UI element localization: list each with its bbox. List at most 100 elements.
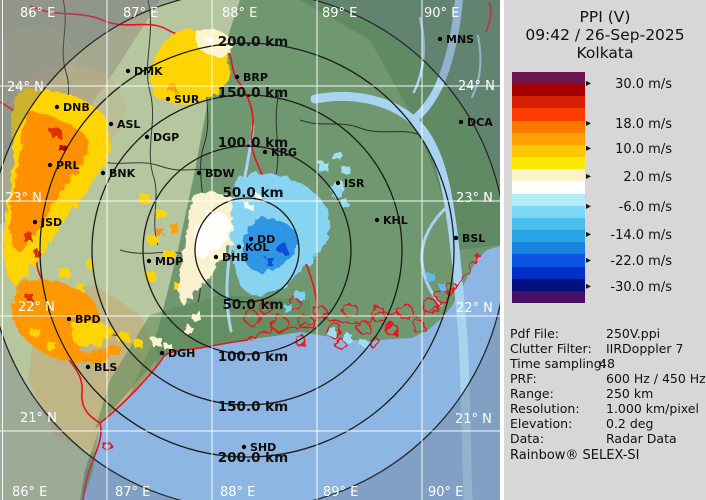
lat-label: 24° N bbox=[458, 79, 495, 94]
station-dgp: DGP bbox=[144, 131, 179, 144]
station-bdw: BDW bbox=[196, 167, 235, 180]
svg-text:BNK: BNK bbox=[109, 167, 136, 180]
svg-text:ASL: ASL bbox=[117, 118, 140, 131]
station-bnk: BNK bbox=[100, 167, 136, 180]
meta-row-range: Range: 250 km bbox=[510, 386, 654, 401]
tick-arrow-icon: ▸ bbox=[586, 281, 592, 292]
radar-echoes bbox=[3, 28, 447, 363]
svg-text:MDP: MDP bbox=[155, 255, 183, 268]
terrain-coastal-green bbox=[95, 295, 310, 430]
svg-text:BLS: BLS bbox=[94, 361, 117, 374]
svg-text:KHL: KHL bbox=[383, 214, 408, 227]
lon-label: 86° E bbox=[12, 485, 47, 500]
lon-label: 87° E bbox=[115, 485, 150, 500]
ring-label-200-top: 200.0 km bbox=[218, 34, 288, 50]
product-datetime: 09:42 / 26-Sep-2025 bbox=[525, 26, 685, 44]
lat-label: 21° N bbox=[455, 412, 492, 427]
svg-text:SHD: SHD bbox=[250, 441, 276, 454]
boundary-ne-corner bbox=[485, 1, 492, 33]
svg-text:MNS: MNS bbox=[446, 33, 474, 46]
station-isr: ISR bbox=[335, 177, 365, 190]
meta-row-resolution: Resolution: 1.000 km/pixel bbox=[510, 401, 699, 416]
tick-arrow-icon: ▸ bbox=[586, 118, 592, 129]
lon-label: 89° E bbox=[322, 6, 357, 21]
lon-label: 86° E bbox=[20, 6, 55, 21]
ring-label-150-bottom: 150.0 km bbox=[218, 399, 288, 415]
legend-tick: ▸ 18.0 m/s bbox=[586, 117, 672, 132]
info-panel: PPI (V) 09:42 / 26-Sep-2025 Kolkata ▸ 30.… bbox=[500, 0, 706, 500]
lat-label: 23° N bbox=[456, 191, 493, 206]
legend-tick: ▸ -14.0 m/s bbox=[586, 228, 672, 243]
ring-label-50-top: 50.0 km bbox=[222, 185, 283, 201]
svg-text:PRL: PRL bbox=[56, 159, 80, 172]
product-title-block: PPI (V) 09:42 / 26-Sep-2025 Kolkata bbox=[504, 8, 706, 62]
svg-text:DCA: DCA bbox=[467, 116, 493, 129]
lat-label: 24° N bbox=[7, 80, 44, 95]
sea-bay-of-bengal bbox=[83, 246, 500, 500]
range-rings bbox=[0, 0, 500, 500]
lat-label: 23° N bbox=[5, 191, 42, 206]
station-mdp: MDP bbox=[146, 255, 183, 268]
tick-arrow-icon: ▸ bbox=[586, 201, 592, 212]
legend-tick: ▸ 30.0 m/s bbox=[586, 77, 672, 92]
radar-map: 86° E 87° E 88° E 89° E 90° E 86° E 87° … bbox=[0, 0, 500, 500]
svg-text:JSD: JSD bbox=[40, 216, 62, 229]
svg-text:DNB: DNB bbox=[63, 101, 90, 114]
legend-tick: ▸ 10.0 m/s bbox=[586, 142, 672, 157]
svg-text:SUR: SUR bbox=[174, 93, 200, 106]
legend-tick: ▸ -30.0 m/s bbox=[586, 280, 672, 295]
svg-text:BDW: BDW bbox=[205, 167, 235, 180]
lon-label: 90° E bbox=[424, 6, 459, 21]
ring-label-100-bottom: 100.0 km bbox=[218, 349, 288, 365]
tick-arrow-icon: ▸ bbox=[586, 143, 592, 154]
lat-label: 22° N bbox=[18, 300, 55, 315]
tick-arrow-icon: ▸ bbox=[586, 78, 592, 89]
software-brand: Rainbow® SELEX-SI bbox=[510, 448, 640, 463]
tick-arrow-icon: ▸ bbox=[586, 255, 592, 266]
lon-label: 90° E bbox=[428, 485, 463, 500]
ring-label-150-top: 150.0 km bbox=[218, 85, 288, 101]
station-jsd: JSD bbox=[32, 216, 62, 229]
station-krg: KRG bbox=[262, 146, 297, 159]
station-dgh: DGH bbox=[159, 347, 195, 360]
svg-text:DGP: DGP bbox=[153, 131, 179, 144]
station-dmk: DMK bbox=[125, 65, 163, 78]
svg-text:DMK: DMK bbox=[134, 65, 163, 78]
latlon-grid bbox=[0, 0, 500, 500]
stations: MNS DMK BRP SUR DNB ASL DCA DGP KRG PRL … bbox=[32, 33, 493, 454]
echo-sw-orange bbox=[12, 279, 122, 363]
svg-text:KOL: KOL bbox=[245, 241, 269, 254]
radar-map-canvas: 86° E 87° E 88° E 89° E 90° E 86° E 87° … bbox=[0, 0, 500, 500]
station-dca: DCA bbox=[458, 116, 493, 129]
meta-row-prf: PRF: 600 Hz / 450 Hz bbox=[510, 371, 706, 386]
svg-text:BRP: BRP bbox=[243, 71, 268, 84]
ring-label-100-top: 100.0 km bbox=[218, 135, 288, 151]
station-dnb: DNB bbox=[54, 101, 90, 114]
meta-row-pdf-file: Pdf File: 250V.ppi bbox=[510, 326, 661, 341]
range-limit-mask bbox=[0, 0, 500, 500]
svg-text:DGH: DGH bbox=[168, 347, 195, 360]
station-kol: KOL bbox=[236, 241, 269, 254]
lon-label: 87° E bbox=[123, 6, 158, 21]
river-jamuna bbox=[409, 0, 463, 124]
meta-row-data: Data: Radar Data bbox=[510, 431, 677, 446]
station-bsl: BSL bbox=[453, 232, 485, 245]
coastline-west bbox=[82, 422, 102, 500]
station-sur: SUR bbox=[165, 93, 200, 106]
lon-label: 88° E bbox=[222, 6, 257, 21]
echo-center-blue bbox=[243, 217, 299, 273]
product-type: PPI (V) bbox=[579, 8, 631, 26]
svg-text:KRG: KRG bbox=[271, 146, 297, 159]
velocity-color-scale bbox=[512, 72, 585, 303]
legend-tick: ▸ 2.0 m/s bbox=[586, 170, 672, 185]
product-metadata: Pdf File: 250V.ppi Clutter Filter: IIRDopp… bbox=[510, 326, 706, 446]
tick-arrow-icon: ▸ bbox=[586, 229, 592, 240]
legend-tick: ▸ -6.0 m/s bbox=[586, 200, 672, 215]
lat-label: 22° N bbox=[456, 301, 493, 316]
svg-text:BPD: BPD bbox=[75, 313, 101, 326]
lon-label: 89° E bbox=[323, 485, 358, 500]
station-dhb: DHB bbox=[213, 251, 249, 264]
ring-label-50-bottom: 50.0 km bbox=[222, 297, 283, 313]
svg-text:DHB: DHB bbox=[222, 251, 249, 264]
